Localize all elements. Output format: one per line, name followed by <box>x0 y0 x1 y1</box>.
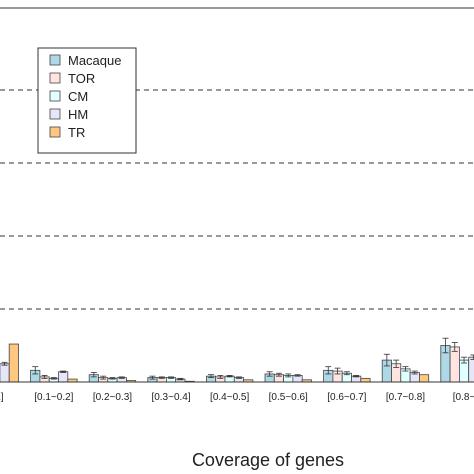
legend-label: HM <box>68 107 88 122</box>
legend-label: CM <box>68 89 88 104</box>
x-tick-label: [0.5~0.6] <box>269 392 308 403</box>
bar <box>449 346 460 383</box>
bar <box>418 374 430 383</box>
legend-swatch <box>49 108 61 120</box>
legend-swatch <box>49 54 61 66</box>
legend-label: Macaque <box>68 53 121 68</box>
x-tick-label: [0.7~0.8] <box>386 392 425 403</box>
x-ticks: 0.1] [0.1~0.2] [0.2~0.3] [0.3~0.4] [0.4~0.5]… <box>0 392 474 403</box>
x-axis-title: Coverage of genes <box>192 450 344 470</box>
bar <box>0 363 10 383</box>
bar <box>8 343 19 383</box>
x-tick-label: [0.1~0.2] <box>34 392 73 403</box>
legend-swatch <box>49 90 61 102</box>
legend-swatch <box>49 126 61 138</box>
bar-series <box>0 337 474 383</box>
x-tick-label: [0.6~0.7] <box>327 392 366 403</box>
x-tick-label: 0.1] <box>0 392 4 403</box>
x-tick-label: [0.3~0.4] <box>151 392 190 403</box>
bar <box>360 377 371 383</box>
bar <box>468 356 474 383</box>
x-tick-label: [0.2~0.3] <box>93 392 132 403</box>
legend-label: TR <box>68 125 85 140</box>
legend: Macaque TOR CM HM TR <box>37 47 137 154</box>
legend-label: TOR <box>68 71 95 86</box>
x-tick-label: [0.4~0.5] <box>210 392 249 403</box>
bar <box>58 371 69 383</box>
x-tick-label: [0.8~ <box>453 392 474 403</box>
legend-swatch <box>49 72 61 84</box>
gridlines <box>0 89 474 310</box>
